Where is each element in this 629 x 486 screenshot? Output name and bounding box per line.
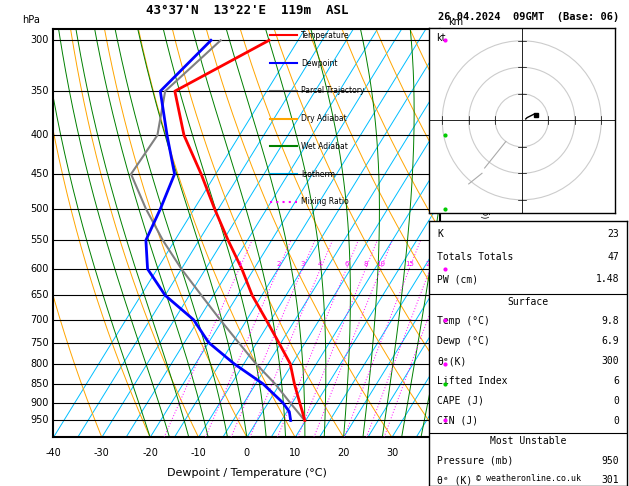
Text: Pressure (mb): Pressure (mb)	[437, 455, 513, 466]
Text: Wet Adiabat: Wet Adiabat	[301, 142, 348, 151]
Text: 0: 0	[244, 448, 250, 458]
Text: 15: 15	[405, 261, 414, 267]
Text: -5: -5	[442, 229, 452, 239]
Text: kt: kt	[437, 33, 446, 43]
Text: 750: 750	[30, 337, 49, 347]
Text: Mixing Ratio: Mixing Ratio	[301, 197, 349, 207]
Text: 10: 10	[289, 448, 301, 458]
Text: -4: -4	[442, 273, 452, 283]
Text: -7: -7	[442, 139, 452, 149]
Text: Most Unstable: Most Unstable	[490, 435, 566, 446]
Text: 950: 950	[30, 416, 49, 425]
Text: 300: 300	[30, 35, 49, 45]
Text: 9.8: 9.8	[601, 316, 619, 327]
Text: Lifted Index: Lifted Index	[437, 376, 508, 386]
Text: -3: -3	[442, 315, 452, 325]
Text: ASL: ASL	[447, 29, 465, 39]
Text: -40: -40	[45, 448, 62, 458]
Text: Surface: Surface	[508, 296, 548, 307]
Text: 400: 400	[30, 130, 49, 140]
Text: 6: 6	[344, 261, 348, 267]
Text: 3: 3	[300, 261, 305, 267]
Text: 30: 30	[386, 448, 398, 458]
Text: Dewpoint / Temperature (°C): Dewpoint / Temperature (°C)	[167, 468, 327, 478]
Text: Totals Totals: Totals Totals	[437, 252, 513, 261]
Text: 10: 10	[376, 261, 385, 267]
Text: 650: 650	[30, 290, 49, 300]
Text: © weatheronline.co.uk: © weatheronline.co.uk	[476, 474, 581, 484]
Text: Mixing Ratio (g/kg): Mixing Ratio (g/kg)	[482, 193, 491, 273]
Text: -10: -10	[191, 448, 206, 458]
Text: 350: 350	[30, 86, 49, 96]
Text: Temperature: Temperature	[301, 31, 350, 40]
Text: -20: -20	[142, 448, 158, 458]
Text: 20: 20	[337, 448, 350, 458]
Text: Parcel Trajectory: Parcel Trajectory	[301, 87, 365, 95]
Text: -2: -2	[442, 357, 452, 367]
Text: θᵉ (K): θᵉ (K)	[437, 475, 472, 486]
Text: 300: 300	[601, 356, 619, 366]
Text: 900: 900	[30, 398, 49, 408]
Text: 0: 0	[613, 396, 619, 406]
Text: 1: 1	[237, 261, 242, 267]
Text: 20: 20	[426, 261, 435, 267]
Text: PW (cm): PW (cm)	[437, 274, 478, 284]
Text: 500: 500	[30, 204, 49, 214]
Text: 26.04.2024  09GMT  (Base: 06): 26.04.2024 09GMT (Base: 06)	[438, 12, 619, 22]
Text: hPa: hPa	[23, 15, 40, 25]
Text: LCL: LCL	[442, 417, 457, 427]
Text: 800: 800	[30, 359, 49, 369]
Text: 4: 4	[318, 261, 323, 267]
Text: 6.9: 6.9	[601, 336, 619, 347]
Text: Isotherm: Isotherm	[301, 170, 335, 178]
Text: 2: 2	[276, 261, 281, 267]
Text: 301: 301	[601, 475, 619, 486]
Text: K: K	[437, 229, 443, 239]
Text: 43°37'N  13°22'E  119m  ASL: 43°37'N 13°22'E 119m ASL	[146, 4, 348, 17]
Text: km: km	[448, 17, 464, 27]
Text: -6: -6	[442, 185, 452, 195]
Text: 23: 23	[608, 229, 619, 239]
Text: -8: -8	[442, 93, 452, 103]
Text: 1.48: 1.48	[596, 274, 619, 284]
Text: θᵉ(K): θᵉ(K)	[437, 356, 466, 366]
Text: 6: 6	[613, 376, 619, 386]
Text: Dewpoint: Dewpoint	[301, 58, 338, 68]
Text: 47: 47	[608, 252, 619, 261]
Text: 550: 550	[30, 235, 49, 245]
Text: -1: -1	[442, 397, 452, 407]
Text: Temp (°C): Temp (°C)	[437, 316, 490, 327]
Text: 8: 8	[364, 261, 368, 267]
Text: 700: 700	[30, 315, 49, 325]
Text: Dewp (°C): Dewp (°C)	[437, 336, 490, 347]
Text: 950: 950	[601, 455, 619, 466]
Text: CIN (J): CIN (J)	[437, 416, 478, 426]
Text: CAPE (J): CAPE (J)	[437, 396, 484, 406]
Text: 450: 450	[30, 169, 49, 179]
Text: -30: -30	[94, 448, 109, 458]
Text: Dry Adiabat: Dry Adiabat	[301, 114, 347, 123]
Text: 600: 600	[30, 264, 49, 274]
Text: 0: 0	[613, 416, 619, 426]
Text: 850: 850	[30, 379, 49, 389]
